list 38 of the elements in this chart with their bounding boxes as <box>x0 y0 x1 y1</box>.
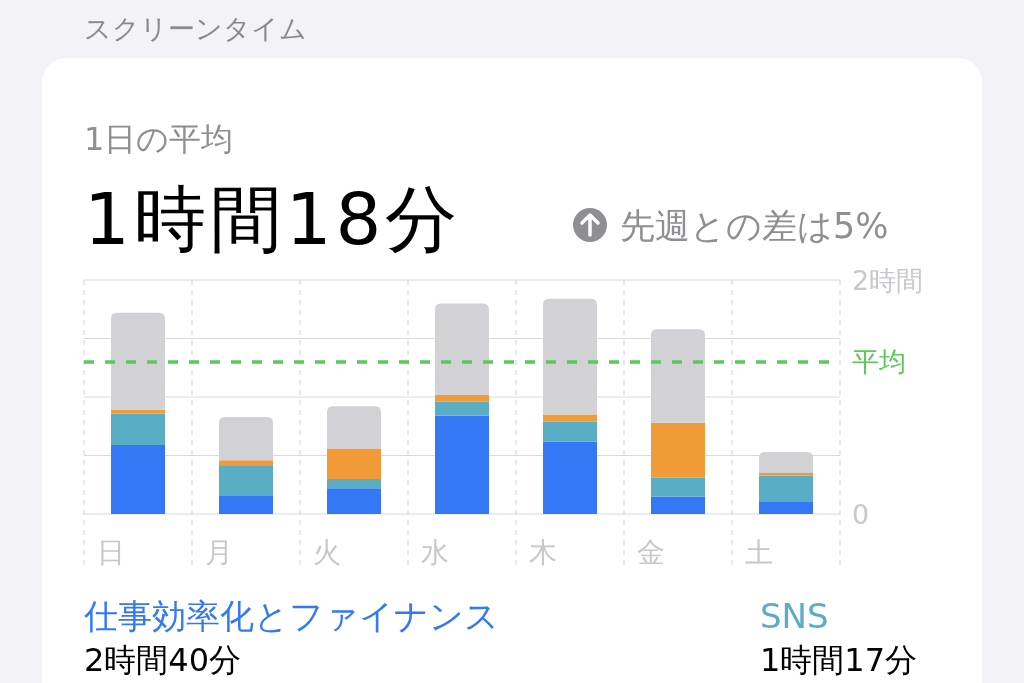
chart-title: スクリーンタイム <box>84 13 307 44</box>
ref-line-label: 平均 <box>852 346 906 378</box>
bar <box>435 394 489 402</box>
x-tick-label: 土 <box>745 536 773 569</box>
chart-subtitle: 1日の平均 <box>84 120 234 158</box>
bar <box>327 448 381 479</box>
text: 2時間40分 <box>84 641 242 679</box>
x-tick-label: 水 <box>421 536 449 569</box>
text: 1時間18分 <box>84 177 462 261</box>
bar <box>327 478 381 489</box>
bar <box>759 501 813 514</box>
bar <box>219 466 273 496</box>
text: 仕事効率化とファイナンス <box>83 596 499 636</box>
text: 先週との差は5% <box>620 206 889 246</box>
text: 1時間17分 <box>760 641 918 679</box>
x-tick-label: 金 <box>637 536 665 569</box>
x-tick-label: 火 <box>313 536 341 569</box>
bar <box>327 406 381 449</box>
bar <box>435 415 489 514</box>
bar <box>219 460 273 467</box>
bar <box>543 414 597 422</box>
x-tick-label: 月 <box>205 536 233 569</box>
bar <box>543 421 597 442</box>
bar <box>327 488 381 514</box>
y-tick-label: 0 <box>852 498 870 530</box>
x-tick-label: 日 <box>97 536 125 569</box>
bar <box>651 422 705 478</box>
text: SNS <box>760 596 829 636</box>
bar <box>435 401 489 416</box>
bar <box>759 475 813 502</box>
bar <box>111 413 165 445</box>
x-tick-label: 木 <box>529 536 557 569</box>
bar <box>111 444 165 514</box>
bar <box>543 441 597 514</box>
bar <box>651 496 705 514</box>
bar <box>219 495 273 514</box>
bar <box>651 477 705 497</box>
y-tick-label: 2時間 <box>852 264 924 296</box>
